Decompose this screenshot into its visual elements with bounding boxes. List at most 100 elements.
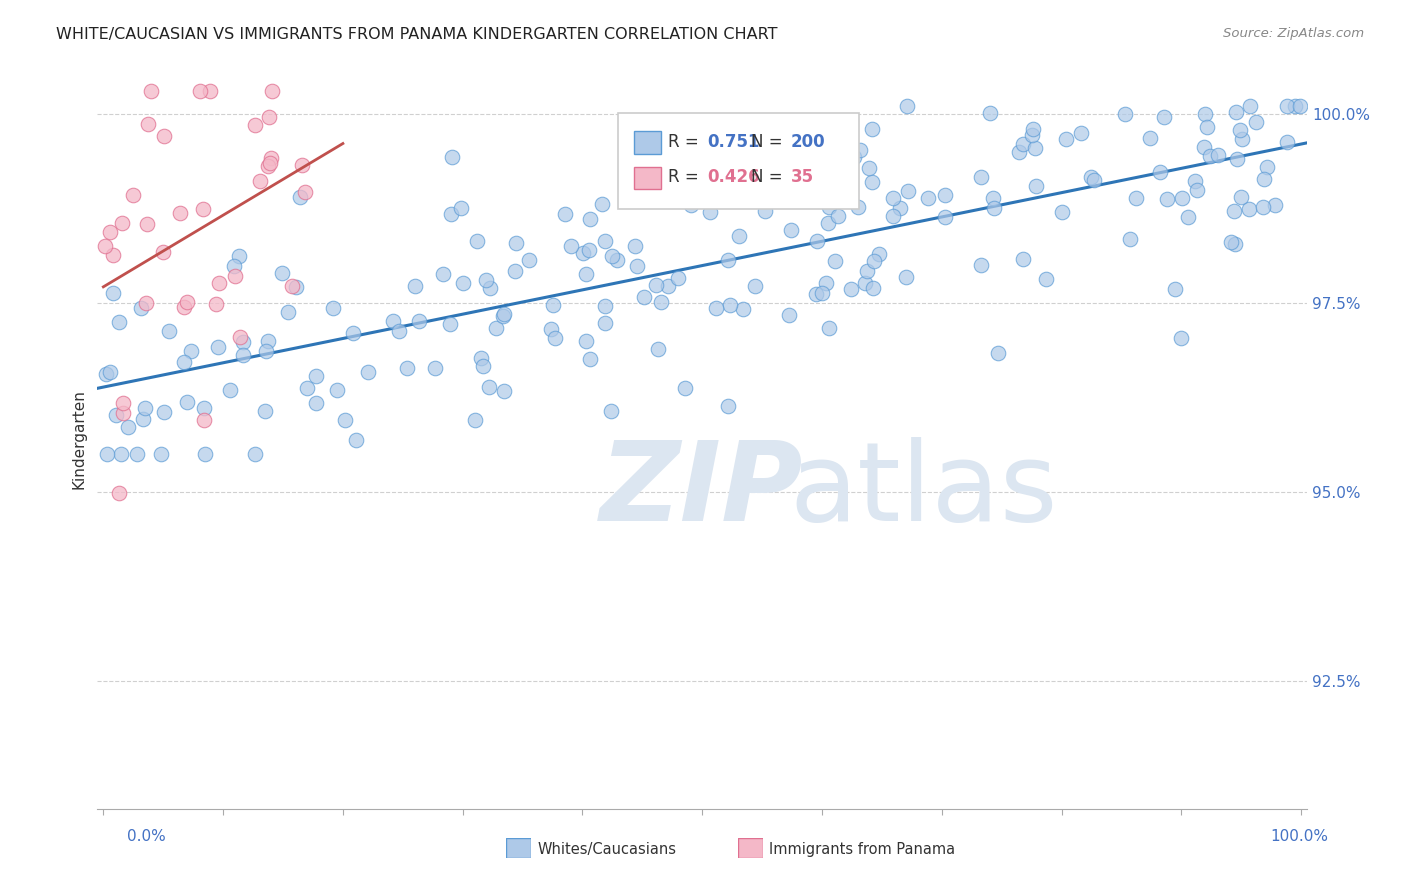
Text: ZIP: ZIP — [599, 437, 803, 544]
Point — [101, 285, 124, 300]
Point — [862, 281, 884, 295]
Point — [754, 204, 776, 219]
Point — [1177, 210, 1199, 224]
Point — [1253, 172, 1275, 186]
Point — [810, 286, 832, 301]
Point — [1230, 190, 1253, 204]
Point — [579, 351, 602, 366]
Point — [94, 367, 117, 381]
Point — [1139, 130, 1161, 145]
Point — [657, 279, 679, 293]
Point — [254, 344, 277, 359]
Point — [485, 321, 508, 335]
Point — [807, 168, 830, 182]
Point — [439, 318, 461, 332]
Point — [832, 144, 855, 158]
Point — [260, 151, 283, 165]
Point — [1119, 232, 1142, 246]
Point — [101, 248, 124, 262]
Point — [1080, 169, 1102, 184]
Text: 0.426: 0.426 — [707, 169, 759, 186]
Point — [578, 243, 600, 257]
Point — [778, 308, 800, 322]
Point — [1171, 191, 1194, 205]
Point — [711, 148, 734, 162]
Point — [135, 217, 157, 231]
Point — [578, 211, 600, 226]
Point — [100, 365, 122, 379]
Point — [176, 394, 198, 409]
Point — [121, 188, 143, 202]
Point — [554, 206, 576, 220]
Point — [150, 447, 173, 461]
Point — [471, 359, 494, 373]
Point — [134, 401, 156, 415]
Point — [224, 268, 246, 283]
Point — [207, 340, 229, 354]
Point — [342, 326, 364, 341]
Point — [463, 413, 485, 427]
Point — [129, 301, 152, 316]
Point — [595, 299, 617, 313]
Point — [896, 99, 918, 113]
Point — [1229, 123, 1251, 137]
Point — [111, 216, 134, 230]
Point — [205, 297, 228, 311]
Point — [855, 264, 877, 278]
Point — [796, 192, 818, 206]
Point — [575, 334, 598, 348]
Point — [256, 334, 278, 348]
Point — [1125, 191, 1147, 205]
Point — [1192, 139, 1215, 153]
Point — [224, 260, 246, 274]
Point — [1149, 164, 1171, 178]
Point — [934, 210, 956, 224]
Point — [517, 253, 540, 268]
Point — [108, 315, 131, 329]
Text: N =: N = — [751, 169, 782, 186]
Point — [191, 202, 214, 217]
Point — [1184, 174, 1206, 188]
Text: 0.751: 0.751 — [707, 133, 759, 151]
Point — [1264, 198, 1286, 212]
Point — [110, 447, 132, 461]
Point — [673, 381, 696, 395]
Point — [1197, 120, 1219, 134]
Point — [1223, 236, 1246, 251]
Point — [804, 286, 827, 301]
Point — [180, 344, 202, 359]
Point — [896, 184, 918, 198]
Point — [981, 191, 1004, 205]
Point — [425, 361, 447, 376]
Text: N =: N = — [751, 133, 782, 151]
Point — [219, 383, 242, 397]
Point — [574, 267, 596, 281]
Point — [141, 84, 163, 98]
Point — [176, 294, 198, 309]
Point — [1011, 137, 1033, 152]
Bar — [634, 167, 661, 189]
Point — [600, 249, 623, 263]
Point — [1024, 141, 1046, 155]
Point — [325, 383, 347, 397]
Point — [193, 413, 215, 427]
Point — [1199, 149, 1222, 163]
Point — [624, 239, 647, 253]
Point — [1025, 178, 1047, 193]
Point — [718, 298, 741, 312]
Point — [108, 486, 131, 500]
Point — [572, 246, 595, 260]
Point — [744, 278, 766, 293]
Text: Immigrants from Panama: Immigrants from Panama — [769, 842, 955, 856]
Text: Source: ZipAtlas.com: Source: ZipAtlas.com — [1223, 27, 1364, 40]
Point — [882, 191, 904, 205]
Point — [335, 412, 357, 426]
Point — [600, 404, 623, 418]
Point — [257, 159, 280, 173]
Point — [1070, 126, 1092, 140]
Point — [979, 105, 1001, 120]
Point — [666, 271, 689, 285]
Point — [1083, 173, 1105, 187]
Point — [806, 234, 828, 248]
Point — [169, 206, 191, 220]
